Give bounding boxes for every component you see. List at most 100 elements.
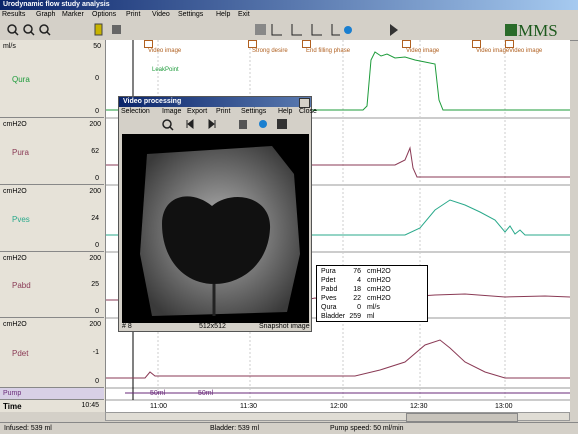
trace-pves (105, 199, 570, 236)
channel-max: 200 (89, 121, 101, 128)
logo: MMS (518, 21, 558, 40)
marker-flag[interactable] (505, 40, 514, 48)
readout-value: 4 (357, 277, 361, 284)
channel-name: Pdet (12, 349, 29, 358)
scroll-thumb[interactable] (406, 413, 518, 422)
trace-qura (105, 51, 570, 111)
video-menu-item[interactable]: Image (162, 108, 182, 115)
menu-item[interactable]: Marker (62, 11, 84, 18)
status-item: Bladder: 539 ml (210, 425, 260, 432)
toolbar-icons (7, 23, 517, 36)
readout-name: Qura (321, 304, 337, 311)
readout-unit: cmH2O (367, 295, 391, 302)
menu-item[interactable]: Print (126, 11, 141, 18)
channel-name: Pura (12, 147, 29, 157)
menu-item[interactable]: Settings (178, 11, 204, 18)
close-button[interactable] (299, 98, 310, 108)
pump-label: Pump (3, 390, 22, 397)
video-window: Video processing Selection Image Export Pri… (118, 96, 317, 332)
marker-flag[interactable] (144, 40, 153, 48)
channel-zero: 0 (95, 175, 99, 182)
menu-item[interactable]: Options (92, 11, 117, 18)
video-menu-item[interactable]: Export (187, 108, 208, 115)
readout-unit: ml (367, 313, 375, 320)
marker-label[interactable]: Video image (476, 48, 510, 54)
video-title: Video processing (123, 98, 182, 105)
readout-unit: cmH2O (367, 277, 391, 284)
channel-zero: 0 (95, 108, 99, 115)
channel-unit: cmH2O (3, 121, 27, 128)
marker-flag[interactable] (248, 40, 257, 48)
toolbar: MMS (0, 20, 578, 41)
marker-flag[interactable] (402, 40, 411, 48)
pump-row (0, 388, 104, 400)
scrollbar[interactable] (105, 412, 570, 422)
ultrasound-image (122, 134, 309, 323)
channel-zero: 0 (95, 308, 99, 315)
channel-name: Pabd (12, 281, 31, 290)
time-tick-label: 13:00 (495, 403, 513, 410)
marker-label[interactable]: LeakPoint (152, 67, 179, 73)
channel-unit: ml/s (3, 43, 16, 50)
channel-unit: cmH2O (3, 321, 27, 328)
channel-max: 200 (89, 321, 101, 328)
marker-label[interactable]: Video image (509, 48, 543, 54)
channel-row (0, 185, 104, 252)
video-menu-item[interactable]: Selection (121, 108, 150, 115)
video-toolbar (162, 118, 287, 131)
readout-unit: cmH2O (367, 286, 391, 293)
channel-name: Pves (12, 214, 30, 224)
channel-row (0, 40, 104, 118)
marker-label[interactable]: Strong desire (252, 48, 288, 54)
time-label: Time (3, 402, 22, 411)
channel-max: 200 (89, 188, 101, 195)
channel-unit: cmH2O (3, 188, 27, 195)
video-status-item: Snapshot image (259, 323, 310, 330)
trace-pdet (105, 339, 570, 379)
title-bar (0, 0, 578, 10)
menu-item[interactable]: Video (152, 11, 170, 18)
channel-value: 0 (95, 75, 99, 82)
readout-name: Pura (321, 268, 336, 275)
channel-value: -1 (92, 349, 99, 356)
marker-flag[interactable] (302, 40, 311, 48)
time-tick-label: 11:00 (150, 403, 167, 410)
readout-value: 18 (353, 286, 361, 293)
time-tick-label: 12:00 (330, 403, 348, 410)
video-menu-item[interactable]: Help (278, 108, 293, 115)
readout-name: Pdet (321, 277, 336, 284)
readout-unit: cmH2O (367, 268, 391, 275)
marker-label[interactable]: Video image (148, 48, 182, 54)
readout-name: Pabd (321, 286, 338, 293)
trace-pura (105, 146, 570, 178)
video-status-item: # 8 (122, 323, 132, 330)
channel-value: 25 (91, 281, 99, 288)
status-item: Pump speed: 50 ml/min (330, 425, 404, 432)
readout-value: 0 (357, 304, 361, 311)
channel-row (0, 318, 104, 388)
pump-mark: 50ml (198, 390, 214, 397)
status-item: Infused: 539 ml (4, 425, 52, 432)
time-current: 10:45 (81, 402, 99, 409)
channel-zero: 0 (95, 378, 99, 385)
video-menu-item[interactable]: Settings (241, 108, 267, 115)
video-menu-item[interactable]: Close (299, 108, 317, 115)
channel-unit: cmH2O (3, 255, 27, 262)
readout-value: 22 (353, 295, 361, 302)
channel-max: 50 (93, 43, 101, 50)
video-menu-item[interactable]: Print (216, 108, 231, 115)
readout-value: 76 (353, 268, 361, 275)
menu-item[interactable]: Exit (238, 11, 250, 18)
marker-label[interactable]: End filling phase (306, 48, 351, 54)
channel-row (0, 118, 104, 185)
readout-name: Bladder (321, 313, 346, 320)
channel-name: Qura (12, 75, 30, 84)
time-tick-label: 12:30 (410, 403, 428, 410)
menu-item[interactable]: Results (2, 11, 26, 18)
marker-label[interactable]: Video image (406, 48, 440, 54)
marker-flag[interactable] (472, 40, 481, 48)
channel-row (0, 252, 104, 318)
menu-item[interactable]: Graph (36, 11, 56, 18)
menu-item[interactable]: Help (216, 11, 231, 18)
